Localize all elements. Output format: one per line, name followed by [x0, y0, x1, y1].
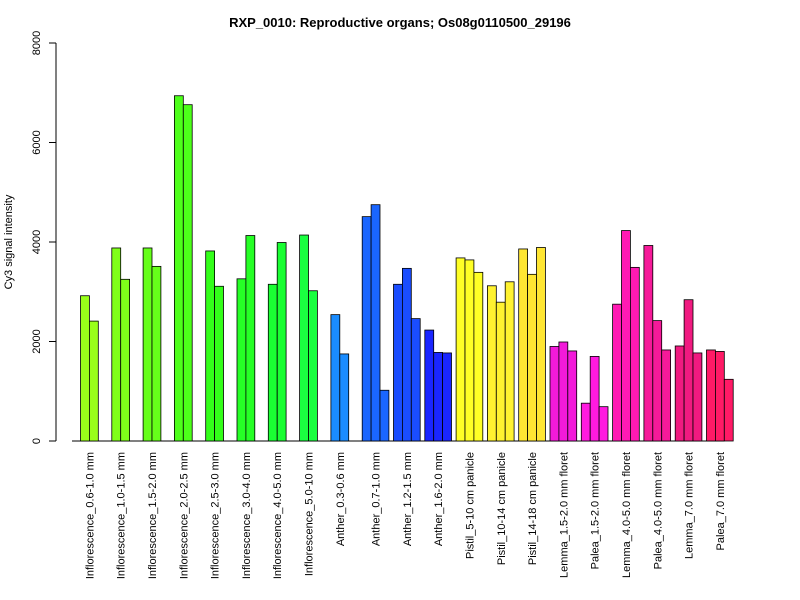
bar: [370, 204, 381, 442]
bar: [120, 278, 130, 442]
bar: [589, 356, 600, 442]
bar: [267, 283, 278, 442]
bar: [299, 234, 309, 442]
x-tick-label: Pistil_14-18 cm panicle: [527, 452, 539, 565]
chart-title: RXP_0010: Reproductive organs; Os08g0110…: [229, 15, 571, 30]
bar: [504, 281, 515, 442]
bar: [683, 299, 694, 442]
bar: [80, 295, 90, 442]
x-tick-label: Inflorescence_1.5-2.0 mm: [147, 452, 159, 579]
x-tick-label: Lemma_4.0-5.0 mm floret: [621, 452, 633, 578]
x-tick-label: Inflorescence_1.0-1.5 mm: [116, 452, 128, 579]
bars-group: [80, 95, 734, 442]
y-tick-label: 0: [31, 438, 43, 444]
bar: [455, 257, 466, 442]
bar: [598, 406, 609, 442]
bar: [580, 402, 591, 442]
x-tick-label: Anther_0.7-1.0 mm: [371, 452, 383, 546]
x-tick-label: Inflorescence_4.0-5.0 mm: [272, 452, 284, 579]
x-tick-label: Inflorescence_2.5-3.0 mm: [210, 452, 222, 579]
bar: [330, 314, 341, 442]
x-tick-label: Anther_0.3-0.6 mm: [335, 452, 347, 546]
bar: [558, 341, 569, 442]
bar: [173, 95, 184, 442]
bar: [567, 350, 578, 442]
bar: [182, 104, 193, 442]
bar: [643, 245, 654, 442]
x-tick-label: Inflorescence_0.6-1.0 mm: [84, 452, 96, 579]
bar: [433, 352, 444, 442]
x-tick-label: Inflorescence_3.0-4.0 mm: [241, 452, 253, 579]
bar: [245, 235, 256, 442]
x-tick-label: Pistil_5-10 cm panicle: [464, 452, 476, 559]
y-tick-label: 6000: [31, 130, 43, 154]
bar: [236, 278, 247, 442]
y-axis-label: Cy3 signal intensity: [3, 194, 15, 289]
bar: [205, 250, 215, 442]
x-tick-label: Anther_1.2-1.5 mm: [402, 452, 414, 546]
y-tick-label: 2000: [31, 329, 43, 353]
bar: [410, 318, 421, 442]
x-tick-label: Palea_1.5-2.0 mm floret: [590, 452, 602, 569]
x-tick-label: Inflorescence_5.0-10 mm: [304, 452, 316, 576]
bar: [393, 283, 403, 442]
bar: [214, 285, 224, 442]
bar: [379, 389, 390, 442]
bar: [674, 345, 685, 442]
bar: [486, 285, 497, 442]
bar: [527, 273, 537, 442]
x-tick-label: Palea_7.0 mm floret: [715, 452, 727, 550]
bar: [612, 303, 622, 442]
x-tick-label: Lemma_1.5-2.0 mm floret: [558, 452, 570, 578]
bar: [151, 265, 162, 442]
y-axis: 0 2000 4000 6000 8000: [31, 31, 57, 444]
bar: [536, 247, 546, 442]
bar: [464, 259, 475, 442]
y-tick-label: 4000: [31, 230, 43, 254]
bar: [495, 301, 506, 442]
bar: [692, 352, 703, 442]
bar: [142, 247, 153, 442]
bar: [308, 290, 318, 442]
bar: [424, 329, 435, 442]
bar: [339, 353, 350, 442]
bar: [652, 320, 663, 442]
bar: [621, 230, 631, 442]
bar: [473, 271, 484, 442]
bar: [442, 352, 452, 442]
x-tick-label: Pistil_10-14 cm panicle: [496, 452, 508, 565]
x-tick-label: Inflorescence_2.0-2.5 mm: [178, 452, 190, 579]
x-tick-labels: Inflorescence_0.6-1.0 mm Inflorescence_1.…: [84, 452, 726, 579]
bar: [706, 349, 716, 442]
bar: [89, 320, 99, 442]
bar: [401, 267, 412, 442]
x-tick-label: Palea_4.0-5.0 mm floret: [652, 452, 664, 569]
bar: [549, 346, 560, 442]
bar: [715, 351, 725, 442]
bar: [361, 216, 372, 442]
bar: [661, 349, 672, 442]
bar: [630, 266, 640, 442]
bar: [518, 248, 529, 442]
bar: [111, 247, 122, 442]
bar: [723, 378, 734, 442]
x-tick-label: Anther_1.6-2.0 mm: [433, 452, 445, 546]
bar: [276, 242, 287, 442]
x-tick-label: Lemma_7.0 mm floret: [684, 452, 696, 559]
y-tick-label: 8000: [31, 31, 43, 55]
